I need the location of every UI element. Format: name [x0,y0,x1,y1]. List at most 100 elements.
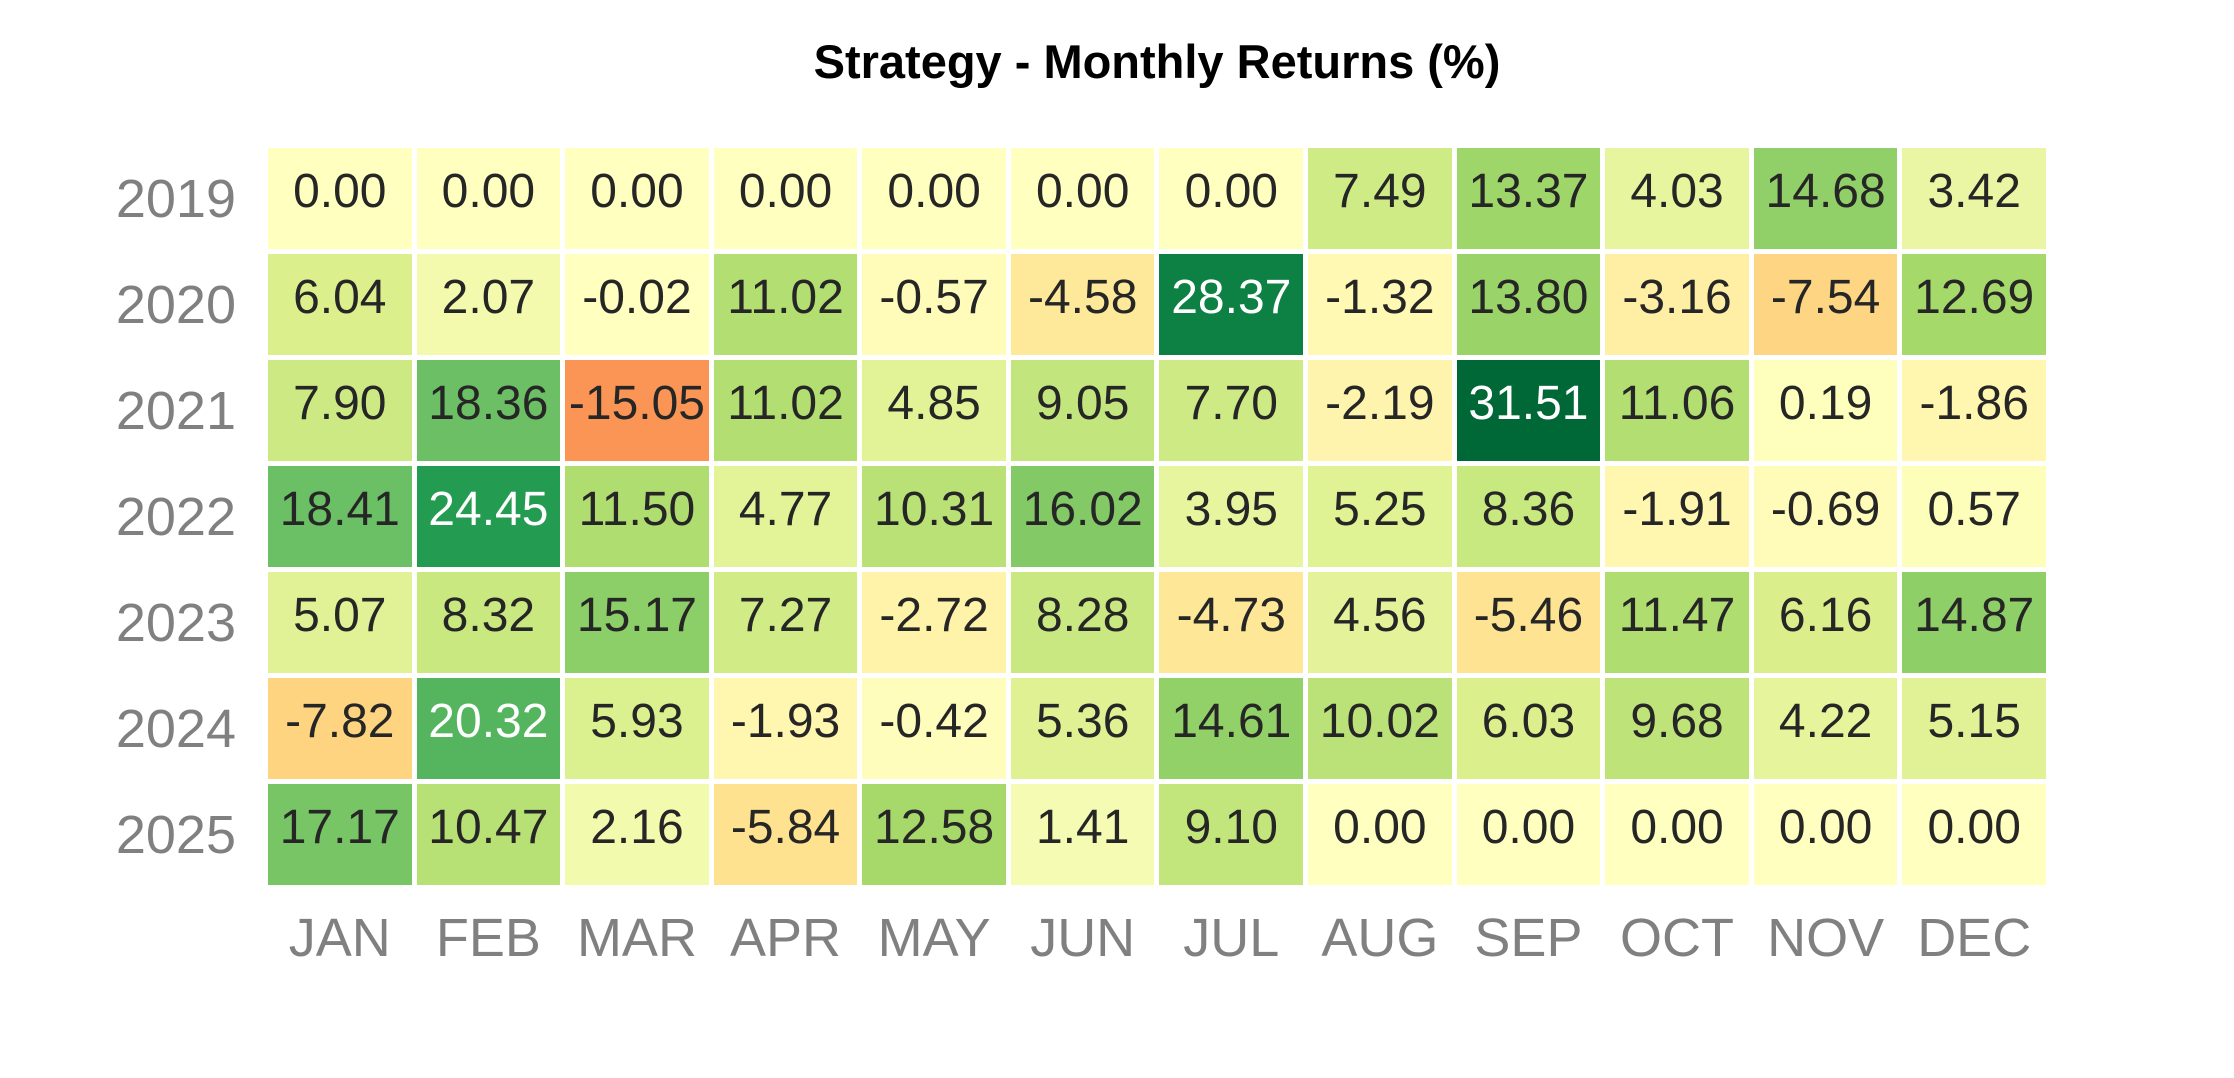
year-label: 2022 [115,486,236,547]
heatmap-cell: 14.87 [1902,572,2046,673]
heatmap-cell: -7.54 [1753,254,1898,355]
heatmap-cell: 1.41 [1010,784,1155,885]
heatmap-cell: 11.02 [713,360,858,461]
chart-title: Strategy - Monthly Returns (%) [813,35,1501,88]
heatmap-cell: 0.00 [862,148,1006,249]
heatmap-cell: -7.82 [268,678,412,779]
heatmap-cell: 17.17 [268,784,412,885]
heatmap-cell: -0.42 [862,678,1006,779]
month-label: FEB [435,908,541,968]
heatmap-cell: 6.03 [1456,678,1601,779]
heatmap-cell: 12.69 [1902,254,2046,355]
heatmap-cell: -15.05 [565,360,709,461]
heatmap-cell: 8.36 [1456,466,1601,567]
heatmap-cell: 10.02 [1308,678,1452,779]
heatmap-cell: -0.02 [565,254,709,355]
heatmap-cell: 9.10 [1159,784,1304,885]
heatmap-cell: 5.25 [1308,466,1452,567]
month-label: APR [730,908,842,968]
heatmap-cell: 13.80 [1456,254,1601,355]
heatmap-cell: 5.36 [1010,678,1155,779]
heatmap-cell: -4.58 [1010,254,1155,355]
heatmap-cell: 0.00 [1753,784,1898,885]
heatmap-cell: 11.06 [1605,360,1749,461]
heatmap-cell: 0.00 [713,148,858,249]
heatmap-cell: 7.27 [713,572,858,673]
heatmap-cell: 11.02 [713,254,858,355]
heatmap-cell: 18.36 [416,360,561,461]
heatmap-cell: 0.19 [1753,360,1898,461]
month-label: DEC [1917,908,2032,968]
heatmap-grid: 0.00 0.00 0.00 0.00 0.00 0.00 0.00 7.49 13.37 4.0… [268,148,2046,885]
heatmap-cell: 20.32 [416,678,561,779]
heatmap-cell: 16.02 [1010,466,1155,567]
heatmap-cell: 4.77 [713,466,858,567]
heatmap-cell: 0.00 [416,148,561,249]
heatmap-cell: 6.16 [1753,572,1898,673]
heatmap-cell: 9.05 [1010,360,1155,461]
heatmap-cell: 5.93 [565,678,709,779]
heatmap-cell: 24.45 [416,466,561,567]
heatmap-cell: 18.41 [268,466,412,567]
heatmap-cell: 14.68 [1753,148,1898,249]
month-label: OCT [1620,908,1735,968]
heatmap-cell: 28.37 [1159,254,1304,355]
heatmap-cell: 5.15 [1902,678,2046,779]
heatmap-cell: 2.16 [565,784,709,885]
heatmap-cell: 6.04 [268,254,412,355]
heatmap-cell: 10.47 [416,784,561,885]
heatmap-cell: 3.95 [1159,466,1304,567]
heatmap-cell: 14.61 [1159,678,1304,779]
heatmap-cell: 31.51 [1456,360,1601,461]
heatmap-cell: -1.32 [1308,254,1452,355]
heatmap-cell: 7.49 [1308,148,1452,249]
heatmap-cell: 0.00 [1159,148,1304,249]
heatmap-cell: 2.07 [416,254,561,355]
heatmap-cell: 0.00 [1902,784,2046,885]
heatmap-cell: 11.47 [1605,572,1749,673]
month-label: JUL [1183,908,1280,968]
heatmap-cell: -1.93 [713,678,858,779]
heatmap-cell: -1.86 [1902,360,2046,461]
month-label: MAY [877,908,991,968]
heatmap-cell: 9.68 [1605,678,1749,779]
heatmap-cell: 15.17 [565,572,709,673]
heatmap-cell: 7.70 [1159,360,1304,461]
month-label: JAN [288,908,391,968]
heatmap-cell: 0.00 [1010,148,1155,249]
heatmap-cell: 3.42 [1902,148,2046,249]
heatmap-cell: 0.57 [1902,466,2046,567]
year-label: 2020 [115,274,236,335]
heatmap-cell: -4.73 [1159,572,1304,673]
heatmap-cell: 0.00 [565,148,709,249]
month-label: NOV [1767,908,1885,968]
heatmap-cell: 4.56 [1308,572,1452,673]
heatmap-cell: 4.03 [1605,148,1749,249]
heatmap-cell: -1.91 [1605,466,1749,567]
x-axis-month-labels: JAN FEB MAR APR MAY JUN JUL AUG SEP OCT NOV DEC [268,903,2046,973]
heatmap-cell: 0.00 [1605,784,1749,885]
month-label: JUN [1030,908,1136,968]
y-axis-year-labels: 2019 2020 2021 2022 2023 2024 2025 [0,148,236,885]
month-label: AUG [1321,908,1439,968]
heatmap-cell: -2.72 [862,572,1006,673]
year-label: 2025 [115,804,236,865]
heatmap-cell: 10.31 [862,466,1006,567]
heatmap-cell: 8.28 [1010,572,1155,673]
month-label: MAR [576,908,697,968]
year-label: 2019 [115,168,236,229]
heatmap-cell: 0.00 [1308,784,1452,885]
heatmap-cell: 0.00 [268,148,412,249]
heatmap-cell: -5.46 [1456,572,1601,673]
heatmap-cell: 4.22 [1753,678,1898,779]
heatmap-cell: -5.84 [713,784,858,885]
heatmap-cell: 11.50 [565,466,709,567]
year-label: 2021 [115,380,236,441]
heatmap-cell: 4.85 [862,360,1006,461]
year-label: 2023 [115,592,236,653]
month-label: SEP [1474,908,1583,968]
heatmap-cell: -0.57 [862,254,1006,355]
heatmap-cell: -0.69 [1753,466,1898,567]
heatmap-cell: 12.58 [862,784,1006,885]
